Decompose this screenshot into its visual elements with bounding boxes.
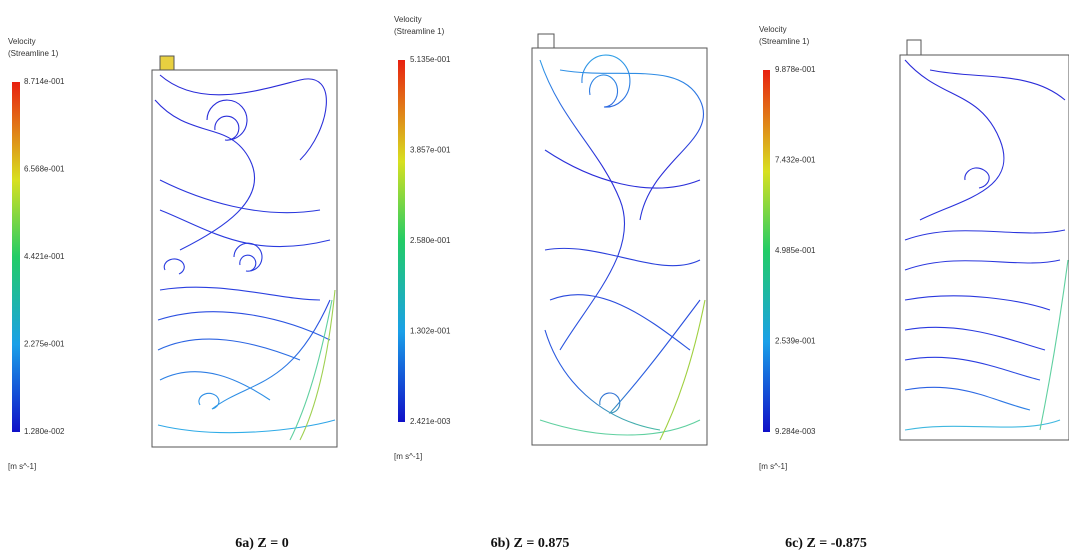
colorbar-unit: [m s^-1]: [759, 462, 787, 471]
colorbar-tick-label: 1.280e-002: [24, 427, 65, 436]
colorbar-tick-label: 5.135e-001: [410, 55, 451, 64]
colorbar-tick-label: 3.857e-001: [410, 146, 451, 155]
colorbar-tick-label: 6.568e-001: [24, 165, 65, 174]
colorbar: [12, 82, 20, 432]
inlet: [160, 56, 174, 70]
colorbar-unit: [m s^-1]: [8, 462, 36, 471]
streamlines: [155, 75, 335, 440]
colorbar-tick-label: 4.421e-001: [24, 252, 65, 261]
domain-box: [900, 55, 1069, 440]
colorbar-tick-label: 2.275e-001: [24, 340, 65, 349]
panel-c: [900, 40, 1069, 440]
colorbar-tick-label: 9.878e-001: [775, 65, 816, 74]
colorbar-tick-label: 4.985e-001: [775, 246, 816, 255]
inlet: [907, 40, 921, 55]
colorbar: [398, 60, 405, 422]
colorbar-tick-label: 9.284e-003: [775, 427, 816, 436]
domain-box: [532, 48, 707, 445]
colorbar-subtitle: (Streamline 1): [394, 27, 445, 36]
panel-b: [532, 34, 707, 445]
panel-caption: 6c) Z = -0.875: [785, 536, 867, 551]
colorbar-title: Velocity: [759, 25, 787, 34]
colorbar: [763, 70, 770, 432]
colorbar-tick-label: 8.714e-001: [24, 77, 65, 86]
colorbar-subtitle: (Streamline 1): [8, 49, 59, 58]
inlet: [538, 34, 554, 48]
colorbar-unit: [m s^-1]: [394, 452, 422, 461]
panel-a: [152, 56, 337, 447]
streamlines: [540, 55, 705, 440]
colorbar-title: Velocity: [8, 37, 36, 46]
colorbar-subtitle: (Streamline 1): [759, 37, 810, 46]
colorbar-tick-label: 2.539e-001: [775, 337, 816, 346]
panel-caption: 6a) Z = 0: [235, 536, 288, 551]
streamlines: [905, 60, 1068, 430]
panel-caption: 6b) Z = 0.875: [491, 536, 570, 551]
colorbar-tick-label: 2.580e-001: [410, 236, 451, 245]
figure: Velocity (Streamline 1) 8.714e-001 6.568e-0…: [0, 0, 1069, 559]
colorbar-title: Velocity: [394, 15, 422, 24]
colorbar-tick-label: 2.421e-003: [410, 417, 451, 426]
colorbar-tick-label: 7.432e-001: [775, 156, 816, 165]
colorbar-tick-label: 1.302e-001: [410, 327, 451, 336]
